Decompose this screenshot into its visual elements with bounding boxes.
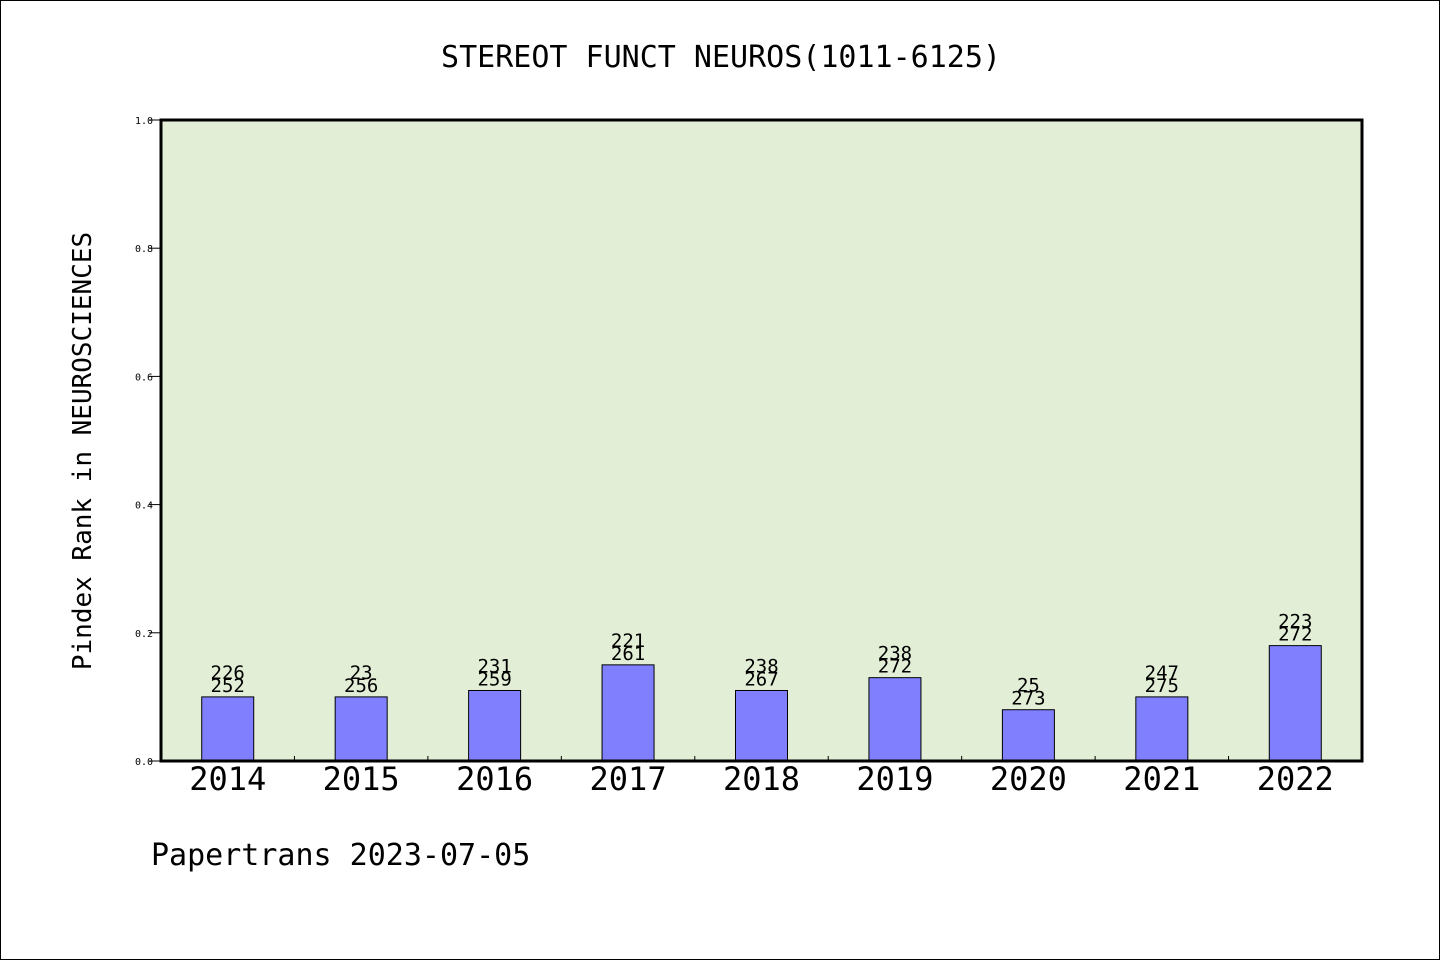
plot-area xyxy=(159,118,1364,763)
y-tick-label: 0.8 xyxy=(135,244,153,255)
y-axis: 0.0 0.2 0.4 0.6 0.8 1.0 xyxy=(135,116,161,768)
bar-label-bottom: 275 xyxy=(1145,675,1179,697)
bar-label-bottom: 256 xyxy=(344,675,378,697)
bar-label-bottom: 273 xyxy=(1011,688,1045,710)
bar-label-top: 223 xyxy=(1278,611,1312,633)
bar-2022 xyxy=(1268,645,1322,762)
bar-label-top: 238 xyxy=(878,643,912,665)
bar-label-bottom: 272 xyxy=(878,656,912,678)
bar-label-top: 226 xyxy=(211,662,245,684)
bar-label-top: 25 xyxy=(1017,675,1040,697)
y-tick-label: 0.2 xyxy=(135,629,153,640)
x-tick-label: 2021 xyxy=(1123,760,1200,798)
bar-2015 xyxy=(334,696,388,762)
x-tick-label: 2016 xyxy=(456,760,533,798)
x-tick-label: 2015 xyxy=(323,760,400,798)
bar-label-top: 231 xyxy=(477,655,511,677)
bars-group: 2262522325623125922126123826723827225273… xyxy=(201,611,1322,762)
bar-2014 xyxy=(201,696,255,762)
x-tick-label: 2019 xyxy=(856,760,933,798)
bar-2017 xyxy=(601,664,655,762)
bar-label-top: 247 xyxy=(1145,662,1179,684)
bar-label-top: 23 xyxy=(350,662,373,684)
x-axis: 2014 2015 2016 2017 2018 2019 2020 2021 2022 xyxy=(189,756,1334,798)
x-tick-label: 2020 xyxy=(990,760,1067,798)
bar-2021 xyxy=(1135,696,1189,762)
footer-text: Papertrans 2023-07-05 xyxy=(151,838,530,873)
x-tick-label: 2014 xyxy=(189,760,266,798)
bar-label-bottom: 261 xyxy=(611,643,645,665)
bar-2019 xyxy=(868,677,922,762)
y-tick-label: 0.0 xyxy=(135,757,153,768)
bar-2020 xyxy=(1001,709,1055,762)
x-tick-label: 2018 xyxy=(723,760,800,798)
y-tick-label: 0.4 xyxy=(135,501,153,512)
bar-2018 xyxy=(735,689,788,762)
chart-title: STEREOT FUNCT NEUROS(1011-6125) xyxy=(441,40,1001,75)
bar-label-bottom: 272 xyxy=(1278,624,1312,646)
plot-border xyxy=(159,118,1364,763)
bar-label-bottom: 267 xyxy=(744,668,778,690)
bar-label-bottom: 252 xyxy=(211,675,245,697)
bar-label-top: 221 xyxy=(611,630,645,652)
y-tick-label: 0.6 xyxy=(135,372,153,383)
x-tick-label: 2022 xyxy=(1257,760,1334,798)
bar-label-top: 238 xyxy=(744,655,778,677)
y-tick-label: 1.0 xyxy=(135,116,153,127)
bar-label-bottom: 259 xyxy=(477,668,511,690)
y-axis-label: Pindex Rank in NEUROSCIENCES xyxy=(68,232,98,670)
bar-2016 xyxy=(468,689,522,762)
x-tick-label: 2017 xyxy=(590,760,667,798)
